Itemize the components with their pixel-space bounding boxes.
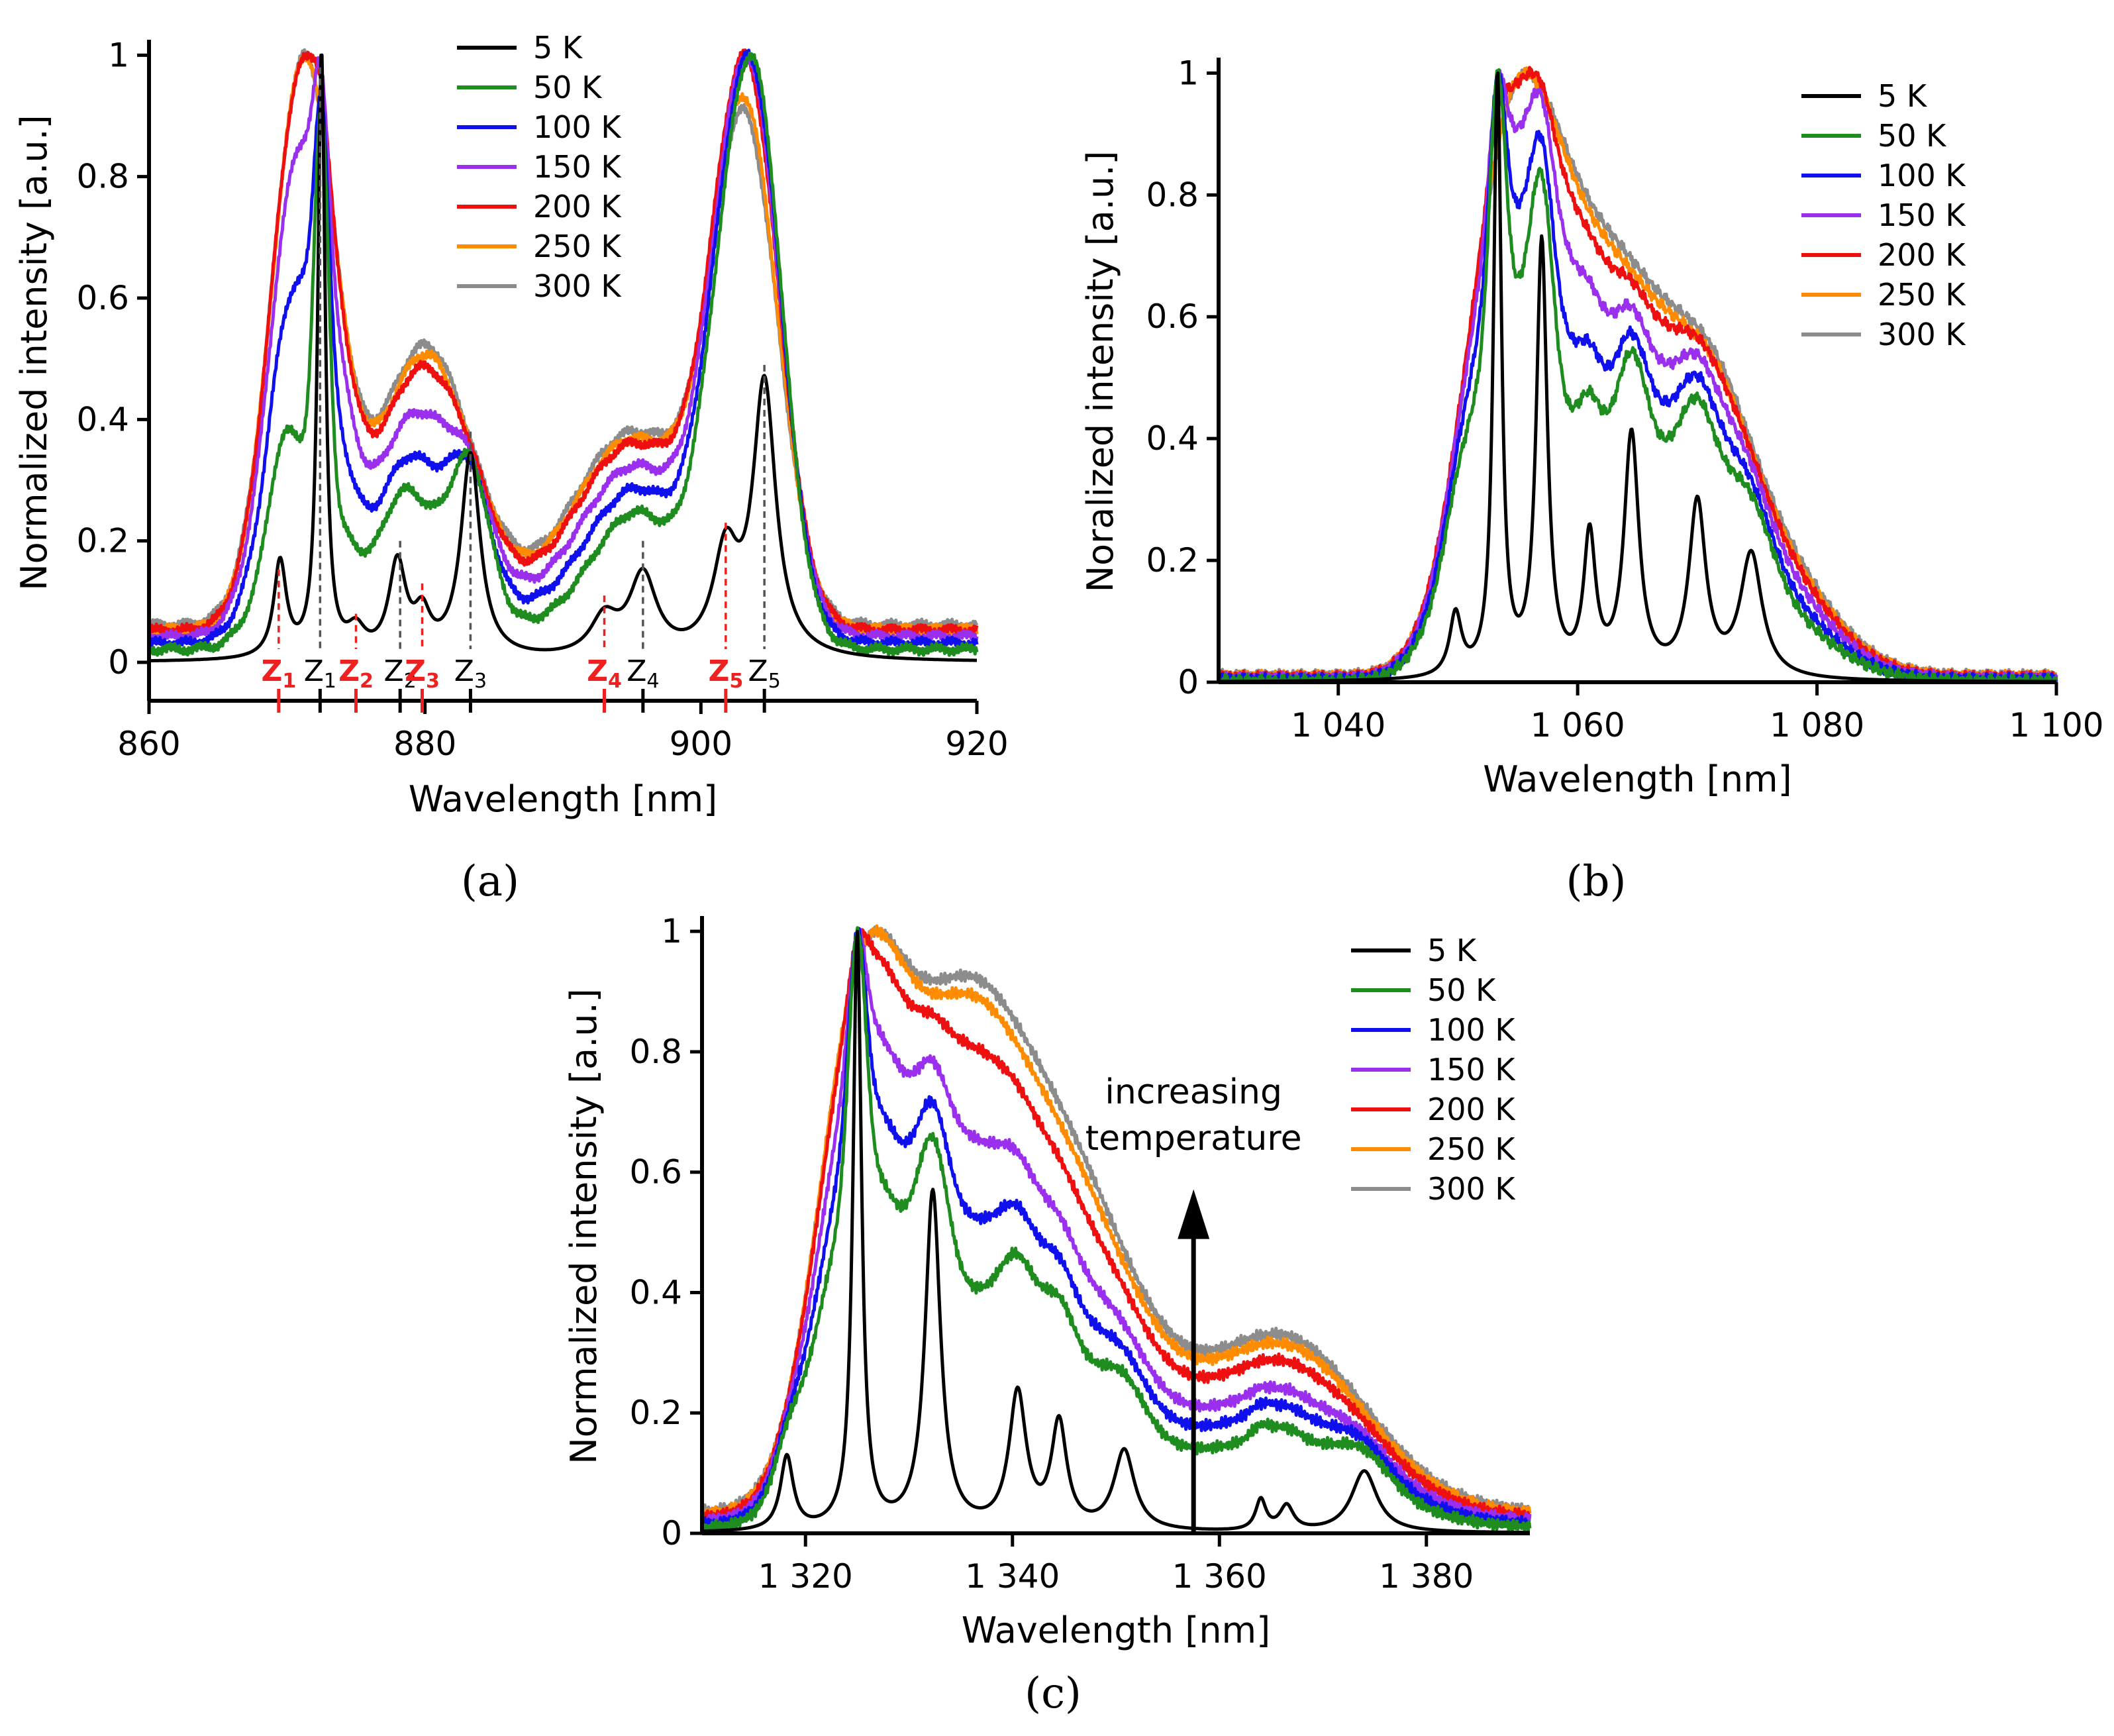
series-line-100k [700, 927, 1532, 1531]
x-tick-label: 880 [393, 725, 456, 763]
legend-label: 100 K [1878, 158, 1966, 193]
x-tick-label: 1 360 [1172, 1557, 1267, 1596]
arrow-text-line-1: increasing [1105, 1072, 1282, 1112]
series-line-100k [148, 48, 979, 651]
annotation-label: Z1 [304, 654, 336, 693]
x-tick-label: 1 320 [758, 1557, 853, 1596]
y-tick-label: 0 [108, 643, 129, 682]
y-tick-label: 0.2 [629, 1394, 682, 1432]
x-tick-label: 1 040 [1291, 706, 1385, 744]
series-group [700, 924, 1532, 1535]
legend-label: 300 K [1878, 317, 1966, 352]
y-tick-label: 0.6 [629, 1153, 682, 1192]
y-tick-label: 1 [1178, 54, 1199, 92]
annotation-label: Z3 [405, 654, 440, 693]
y-tick-label: 0.6 [76, 279, 129, 317]
panel-b: 0 0.2 0.4 0.6 0.8 1 1 040 1 060 1 080 1 100 Wavele… [1080, 54, 2104, 906]
panel-label: (a) [461, 857, 519, 906]
y-tick-label: 0.4 [629, 1273, 682, 1311]
annotation-label: Z1 [261, 654, 296, 693]
annotation-label: Z2 [338, 654, 374, 693]
panel-label: (c) [1025, 1669, 1082, 1718]
legend-label: 150 K [1427, 1052, 1516, 1088]
panel-label: (b) [1566, 857, 1627, 906]
annotation-label: Z3 [454, 654, 487, 693]
arrow-text-line-2: temperature [1085, 1119, 1302, 1158]
series-line-300k [700, 925, 1532, 1517]
legend-label: 200 K [1878, 237, 1966, 273]
legend-label: 150 K [533, 149, 622, 185]
x-tick-label: 860 [117, 725, 180, 763]
series-line-5k [701, 929, 1531, 1535]
series-line-50k [147, 52, 979, 657]
series-line-200k [148, 48, 979, 638]
legend-label: 250 K [533, 229, 622, 264]
panel-a: 0 0.2 0.4 0.6 0.8 1 860 880 900 920 Wavelength [nm… [13, 30, 1009, 906]
annotation-label: Z4 [627, 654, 659, 693]
x-tick-label: 920 [945, 725, 1008, 763]
legend-label: 300 K [1427, 1171, 1516, 1207]
legend-label: 100 K [533, 109, 622, 145]
arrow-head [1178, 1189, 1210, 1239]
x-axis-title: Wavelength [nm] [1483, 758, 1791, 800]
y-tick-label: 1 [108, 36, 129, 74]
y-tick-label: 0 [661, 1514, 682, 1553]
y-axis-title: Normalized intensity [a.u.] [13, 115, 55, 590]
series-group [1217, 66, 2058, 684]
legend-label: 200 K [533, 189, 622, 225]
legend-label: 50 K [1427, 972, 1497, 1008]
annotation-label: Z5 [748, 654, 781, 693]
x-tick-label: 1 380 [1379, 1557, 1474, 1596]
legend-label: 50 K [533, 70, 603, 105]
legend-label: 250 K [1878, 277, 1966, 313]
y-tick-label: 0.8 [1146, 176, 1199, 214]
y-axis-title: Noralized intensity [a.u.] [1080, 151, 1121, 593]
x-tick-label: 1 080 [1770, 706, 1864, 744]
y-tick-label: 0.2 [1146, 541, 1199, 580]
y-tick-label: 0.2 [76, 522, 129, 560]
annotation-label: Z2 [384, 654, 417, 693]
y-tick-label: 0.6 [1146, 297, 1199, 336]
series-line-5k [148, 53, 978, 663]
legend-label: 200 K [1427, 1092, 1516, 1127]
series-group [147, 48, 979, 663]
y-tick-label: 0.4 [76, 400, 129, 438]
x-axis-title: Wavelength [nm] [409, 778, 717, 820]
annotation-label: Z4 [587, 654, 622, 693]
x-tick-label: 1 100 [2009, 706, 2103, 744]
y-tick-label: 1 [661, 912, 682, 950]
annotation-label: Z5 [708, 654, 743, 693]
legend: 5 K 50 K 100 K 150 K 200 K 250 K 300 K [457, 30, 622, 304]
series-line-200k [700, 928, 1532, 1524]
legend-label: 100 K [1427, 1012, 1516, 1048]
legend: 5 K 50 K 100 K 150 K 200 K 250 K 300 K [1351, 933, 1516, 1207]
y-tick-label: 0.4 [1146, 419, 1199, 458]
y-tick-label: 0.8 [76, 158, 129, 196]
legend-label: 250 K [1427, 1131, 1516, 1167]
legend-label: 50 K [1878, 118, 1947, 154]
y-axis-title: Normalized intensity [a.u.] [563, 988, 605, 1464]
series-line-50k [700, 926, 1532, 1534]
legend: 5 K 50 K 100 K 150 K 200 K 250 K 300 K [1801, 78, 1966, 352]
y-tick-label: 0 [1178, 663, 1199, 701]
x-axis-title: Wavelength [nm] [962, 1609, 1270, 1651]
x-tick-label: 1 060 [1531, 706, 1625, 744]
y-tick-label: 0.8 [629, 1033, 682, 1071]
x-tick-label: 1 340 [965, 1557, 1060, 1596]
legend-label: 150 K [1878, 197, 1966, 233]
series-line-150k [147, 52, 979, 644]
x-tick-label: 900 [670, 725, 732, 763]
legend-label: 300 K [533, 268, 622, 304]
panel-c: 0 0.2 0.4 0.6 0.8 1 1 320 1 340 1 360 1 380 Wavele… [563, 912, 1532, 1718]
legend-label: 5 K [533, 30, 583, 66]
series-line-250k [700, 924, 1532, 1521]
legend-label: 5 K [1878, 78, 1928, 114]
legend-label: 5 K [1427, 933, 1478, 968]
